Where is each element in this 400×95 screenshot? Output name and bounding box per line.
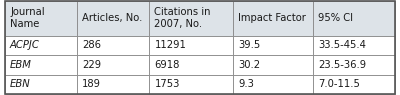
Bar [149, 1, 233, 36]
Text: 30.2: 30.2 [238, 60, 260, 70]
Bar [313, 1, 395, 36]
Text: 9.3: 9.3 [238, 79, 254, 89]
Text: 11291: 11291 [154, 40, 186, 50]
Bar [5, 36, 77, 55]
Text: 95% CI: 95% CI [318, 13, 354, 23]
Text: 286: 286 [82, 40, 101, 50]
Text: EBN: EBN [10, 79, 31, 89]
Bar [77, 1, 149, 36]
Bar [149, 36, 233, 55]
Text: 23.5-36.9: 23.5-36.9 [318, 60, 366, 70]
Text: 189: 189 [82, 79, 101, 89]
Bar [149, 74, 233, 94]
Bar [233, 36, 313, 55]
Bar [233, 1, 313, 36]
Text: Journal
Name: Journal Name [10, 8, 45, 29]
Text: 33.5-45.4: 33.5-45.4 [318, 40, 366, 50]
Text: 7.0-11.5: 7.0-11.5 [318, 79, 360, 89]
Bar [77, 55, 149, 74]
Text: 229: 229 [82, 60, 101, 70]
Bar [5, 55, 77, 74]
Bar [5, 74, 77, 94]
Bar [313, 36, 395, 55]
Text: 1753: 1753 [154, 79, 180, 89]
Text: ACPJC: ACPJC [10, 40, 40, 50]
Bar [313, 74, 395, 94]
Text: Articles, No.: Articles, No. [82, 13, 142, 23]
Text: EBM: EBM [10, 60, 32, 70]
Bar [233, 55, 313, 74]
Text: 6918: 6918 [154, 60, 180, 70]
Bar [77, 74, 149, 94]
Bar [149, 55, 233, 74]
Bar [233, 74, 313, 94]
Bar [5, 1, 77, 36]
Text: Citations in
2007, No.: Citations in 2007, No. [154, 8, 211, 29]
Bar [77, 36, 149, 55]
Bar [313, 55, 395, 74]
Text: Impact Factor: Impact Factor [238, 13, 306, 23]
Text: 39.5: 39.5 [238, 40, 261, 50]
